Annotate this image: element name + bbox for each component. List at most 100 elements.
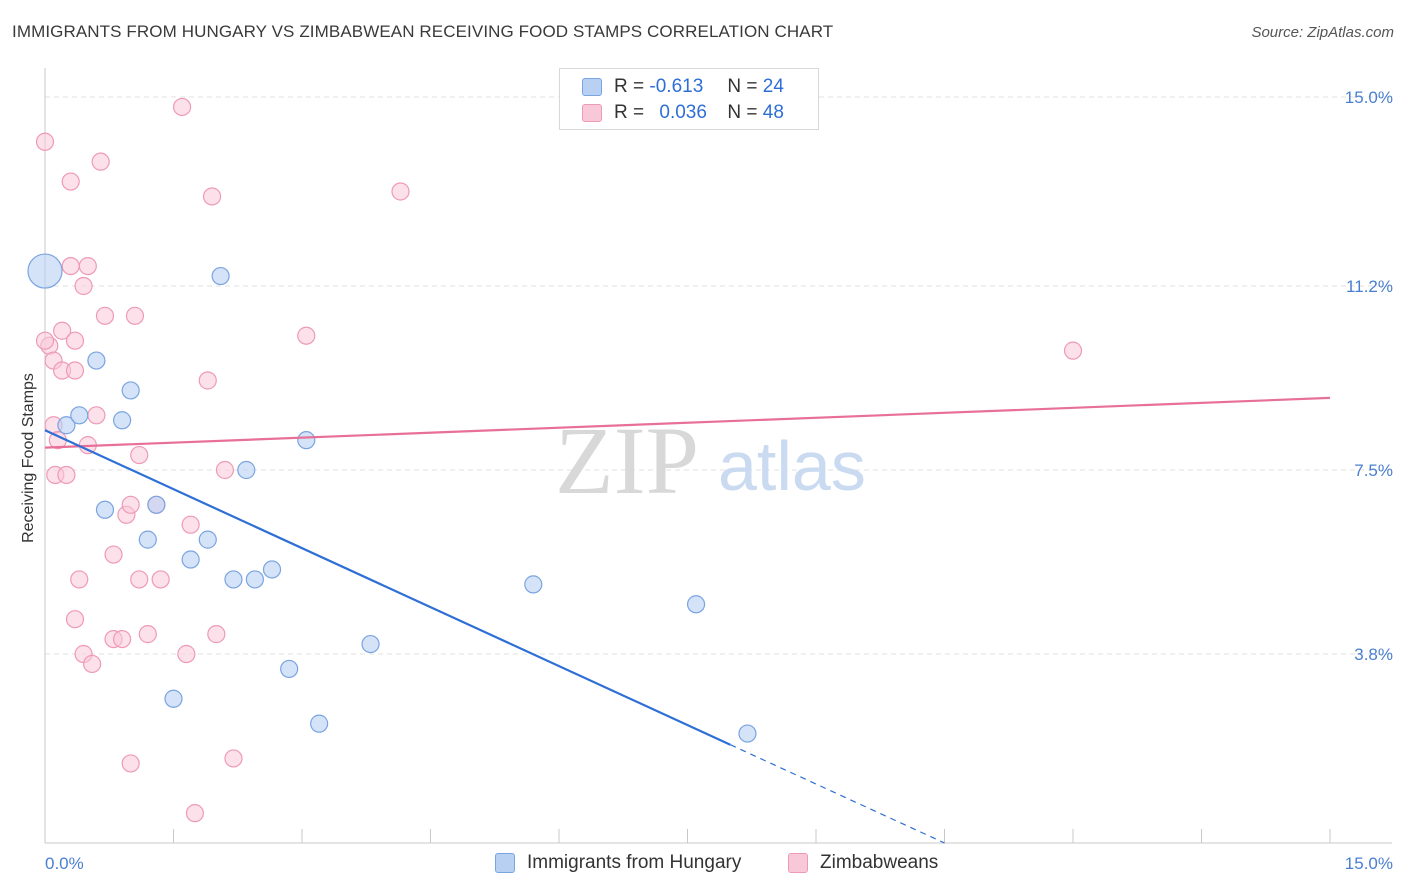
y-tick-label: 3.8% [1354,645,1393,664]
hungary-point [70,406,89,425]
y-tick-label: 7.5% [1354,461,1393,480]
hungary-point [27,253,63,289]
hungary-points [27,253,757,743]
hungary-point [310,714,329,733]
legend-n-value: 48 [762,102,784,123]
axes [44,68,1392,844]
zimbabweans-point [121,495,140,514]
source-label: Source: ZipAtlas.com [1251,24,1394,41]
zimbabweans-point [53,321,72,340]
zimbabweans-point [297,326,316,345]
legend-swatch-blue [495,853,515,873]
zimbabweans-point [207,625,226,644]
zimbabweans-point [185,804,205,823]
hungary-point [262,560,282,579]
zimbabweans-point [70,570,89,589]
zimbabweans-point [125,306,145,325]
zimbabweans-point [130,570,149,589]
zimbabweans-point [181,515,200,534]
y-tick-label: 11.2% [1346,277,1393,296]
zimbabweans-point [35,331,55,350]
legend-swatch-blue [582,78,602,96]
hungary-point [181,550,200,569]
hungary-point [224,570,243,589]
legend-r-label: R = [614,102,645,123]
x-tick-label: 0.0% [45,854,84,873]
chart-title: IMMIGRANTS FROM HUNGARY VS ZIMBABWEAN RE… [12,22,834,41]
watermark-atlas: atlas [718,427,866,505]
zimbabweans-point [224,749,243,768]
zimbabweans-point [65,331,85,350]
zimbabweans-point [74,276,93,296]
y-axis-label: Receiving Food Stamps [20,373,37,543]
legend-n-label: N = [727,102,758,123]
legend-swatch-pink [582,104,602,122]
hungary-point [524,575,543,594]
zimbabweans-point [95,306,115,325]
legend-r-label: R = [614,76,645,97]
zimbabweans-point [391,182,410,201]
hungary-point [138,530,157,549]
hungary-point [95,500,115,519]
legend-item-zimbabweans: Zimbabweans [788,852,938,874]
hungary-point [361,634,380,654]
hungary-point [57,416,76,435]
hungary-point [280,659,299,679]
hungary-point [245,570,264,589]
legend-swatch-pink [788,853,808,873]
zimbabweans-point [65,361,85,380]
zimbabweans-point [78,256,97,276]
zimbabweans-trend-line [44,396,1331,449]
zimbabweans-point [215,460,234,480]
legend-r-value: -0.613 [649,76,704,97]
legend-label-zimbabweans: Zimbabweans [820,852,939,873]
legend-r-value: 0.036 [659,102,707,123]
legend-n-value: 24 [762,76,784,97]
zimbabweans-point [202,187,222,206]
gridlines [45,96,1392,655]
hungary-point [686,595,706,614]
hungary-point [237,460,256,480]
series-legend: Immigrants from Hungary Zimbabweans [0,852,1406,878]
hungary-point [147,495,166,514]
hungary-trend-extension [730,744,945,844]
hungary-point [87,351,106,370]
zimbabweans-point [61,256,80,276]
legend-n-label: N = [727,76,758,97]
zimbabweans-point [35,132,55,151]
hungary-point [164,689,183,708]
hungary-point [297,431,316,450]
zimbabweans-point [112,629,132,649]
zimbabweans-point [138,625,157,644]
zimbabweans-point [151,570,170,589]
watermark: ZIP atlas [555,407,866,514]
zimbabweans-point [65,610,85,629]
x-tick-label: 15.0% [1345,854,1393,873]
zimbabweans-point [57,465,76,485]
tick-labels: 3.8% 7.5% 11.2% 15.0% 0.0% 15.0% [45,88,1393,873]
zimbabweans-point [177,644,196,664]
hungary-point [738,724,757,743]
zimbabweans-point [91,152,110,171]
zimbabweans-point [83,654,102,674]
legend-row-hungary: R = -0.613 N = 24 [582,74,784,100]
zimbabweans-point [198,371,217,390]
hungary-point [112,411,132,430]
y-tick-label: 15.0% [1345,88,1393,107]
zimbabweans-point [172,97,192,117]
correlation-legend: R = -0.613 N = 24 R = 0.036 N = 48 [559,68,819,130]
zimbabweans-point [87,406,106,425]
zimbabweans-point [1063,341,1083,360]
hungary-trend-line [44,429,731,746]
zimbabweans-point [121,754,140,773]
legend-item-hungary: Immigrants from Hungary [495,852,741,874]
hungary-point [198,530,217,549]
zimbabweans-point [130,445,149,465]
trend-lines [44,396,1331,844]
hungary-point [121,381,140,400]
hungary-point [211,266,230,286]
zimbabweans-point [104,545,123,564]
zimbabweans-point [61,172,80,191]
legend-label-hungary: Immigrants from Hungary [527,852,742,873]
